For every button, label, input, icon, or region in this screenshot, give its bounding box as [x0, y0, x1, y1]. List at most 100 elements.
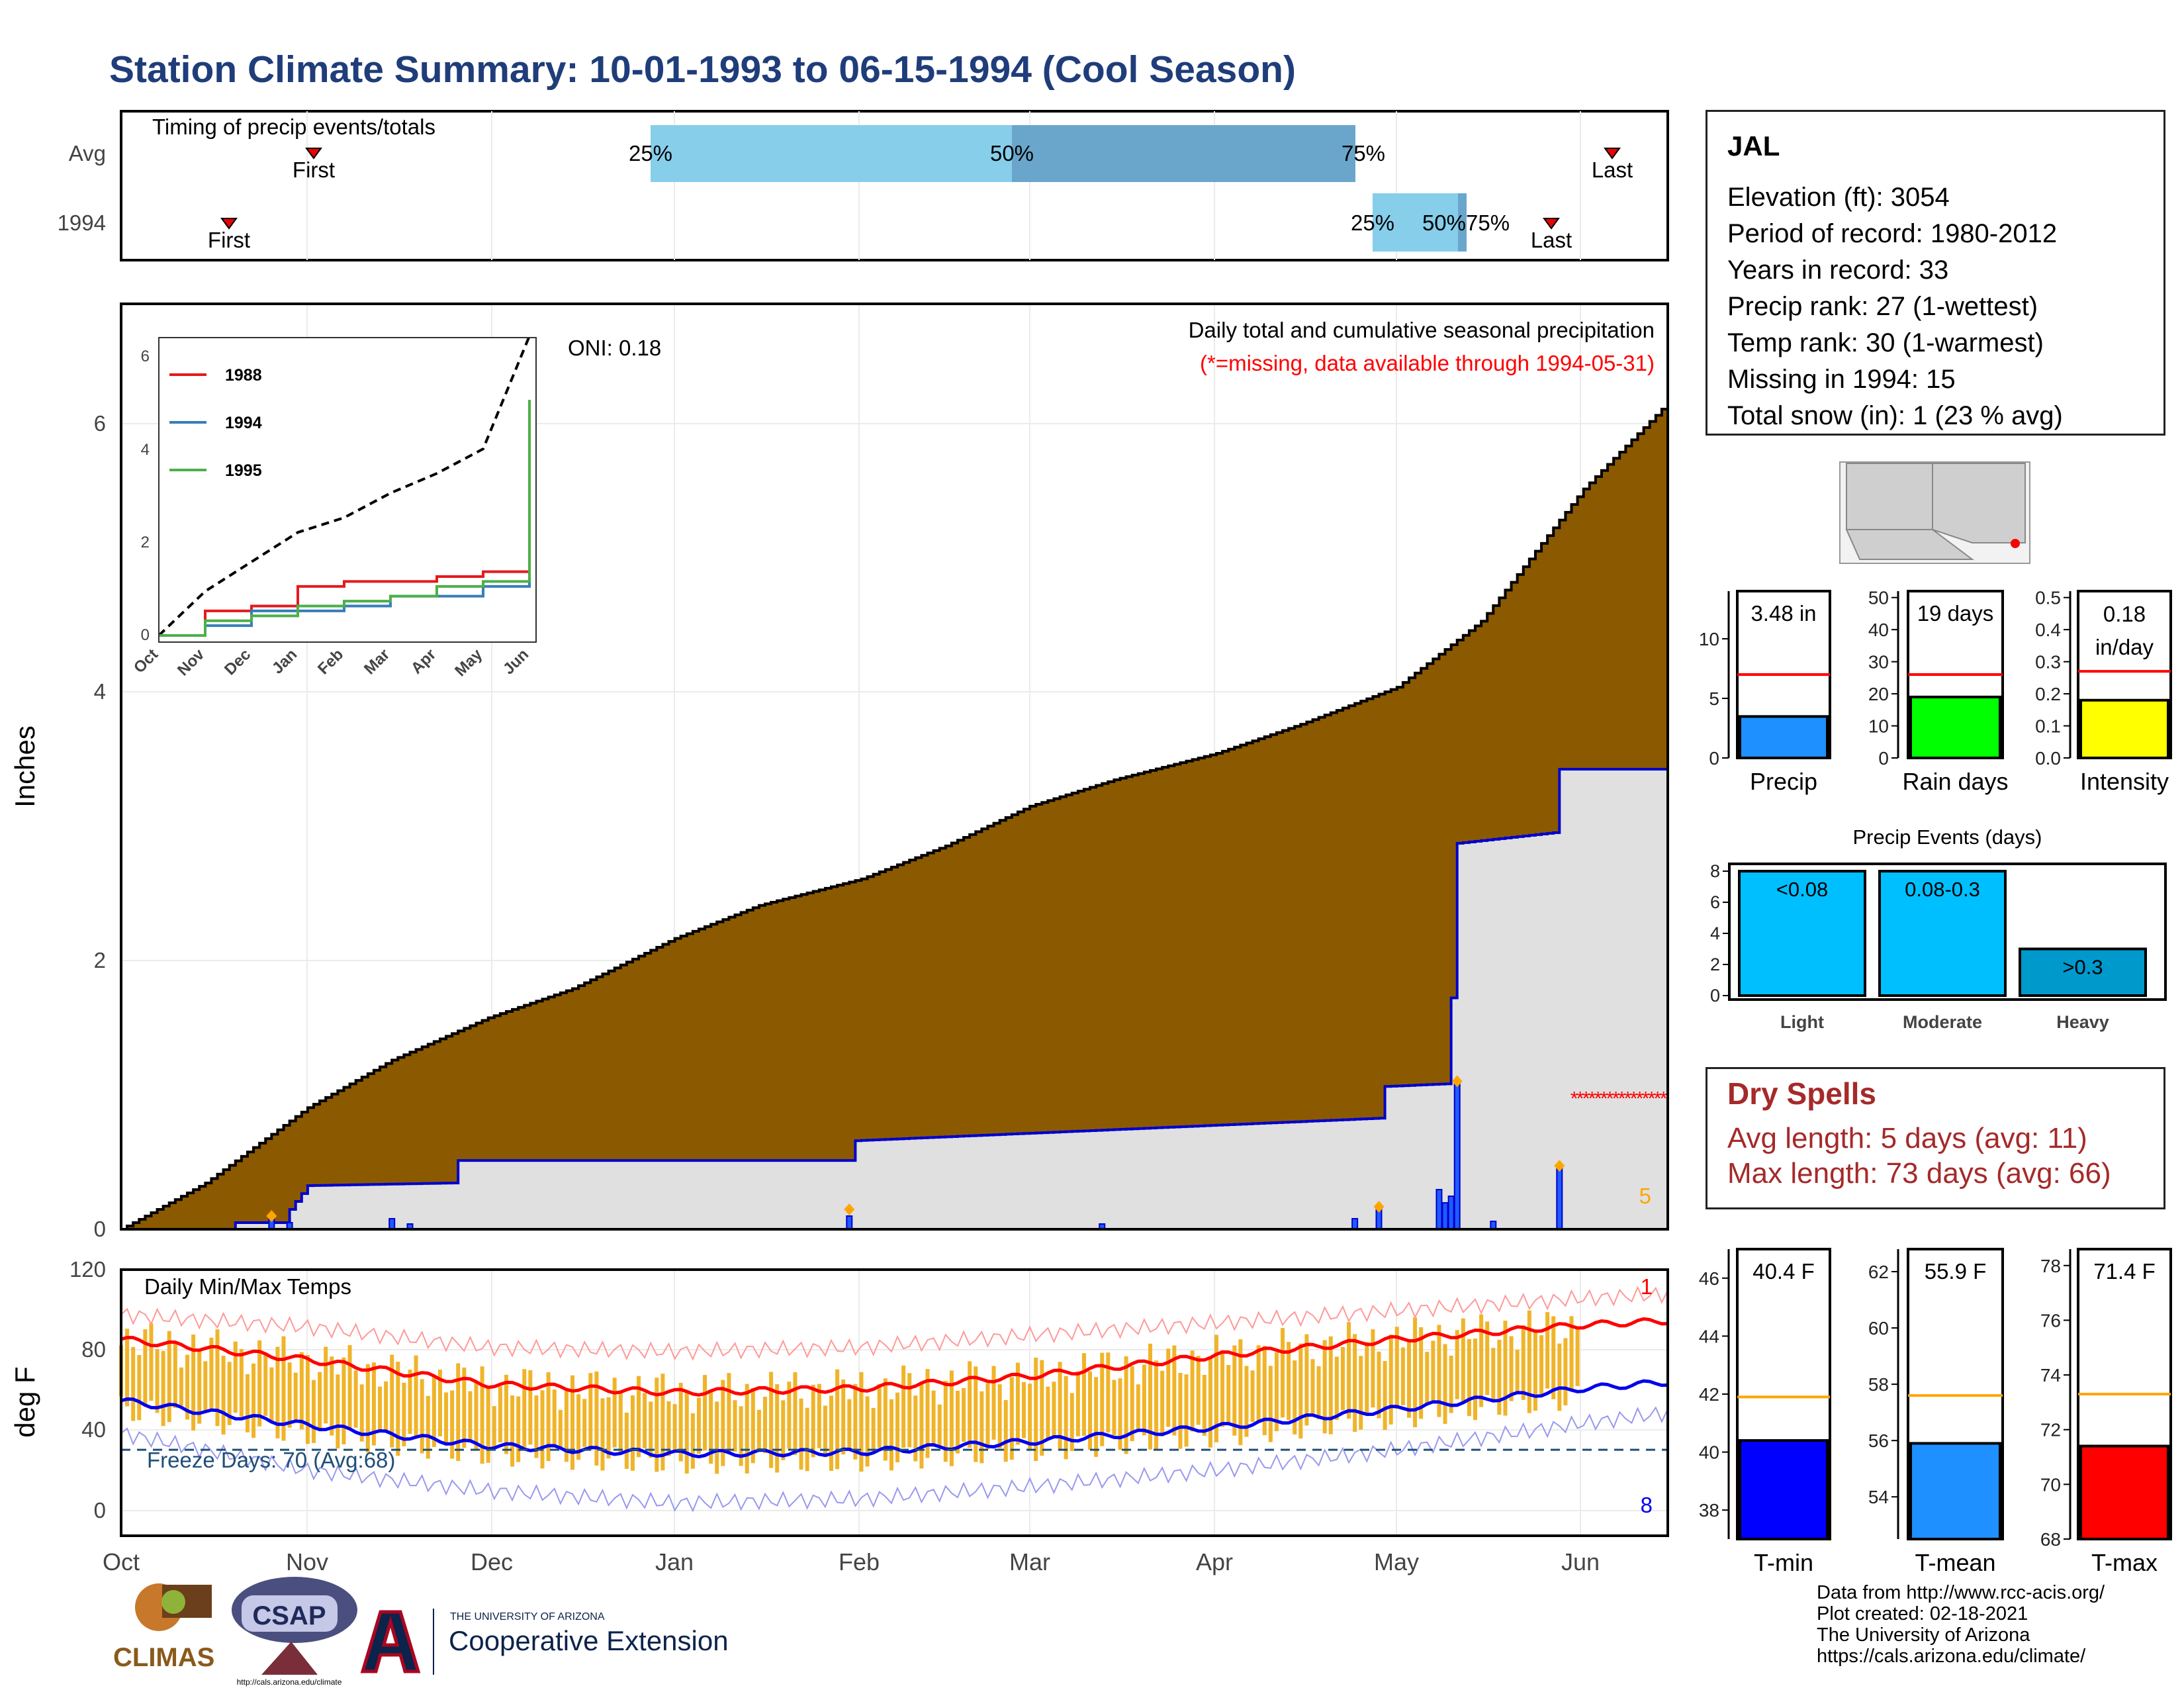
daily-precip-bar: [1441, 1202, 1449, 1230]
daily-temp-bar: [1172, 1345, 1177, 1436]
daily-temp-bar: [1479, 1314, 1484, 1407]
daily-temp-bar: [492, 1406, 496, 1448]
events-tick-label: 4: [1710, 923, 1720, 943]
daily-temp-bar: [709, 1389, 713, 1464]
month-tick: Dec: [471, 1548, 513, 1575]
timing-avg-q1-bar: [651, 125, 1012, 182]
daily-temp-bar: [1226, 1365, 1231, 1423]
daily-temp-bar: [655, 1378, 659, 1472]
event-marker: [1451, 1075, 1463, 1088]
daily-temp-bar: [919, 1383, 924, 1469]
dry-avg-length: Avg length: 5 days (avg: 11): [1727, 1122, 2087, 1154]
event-marker: [1554, 1160, 1565, 1172]
location-map: [1839, 461, 2030, 564]
daily-temp-bar: [643, 1393, 647, 1449]
daily-temp-bar: [835, 1369, 840, 1470]
timing-avg-50-label: 50%: [990, 141, 1034, 165]
daily-precip-bar: [1351, 1218, 1359, 1230]
daily-temp-bar: [552, 1389, 557, 1447]
month-tick: Jan: [655, 1548, 694, 1575]
daily-temp-bar: [955, 1390, 960, 1454]
daily-temp-bar: [281, 1336, 286, 1441]
mini-value-label: 71.4 F: [2093, 1259, 2156, 1284]
daily-temp-bar: [1449, 1355, 1453, 1413]
map-states: [1845, 463, 2026, 560]
daily-temp-bar: [311, 1380, 316, 1443]
precip-ytick: 2: [94, 948, 106, 972]
mini-value-label: 40.4 F: [1752, 1259, 1815, 1284]
daily-temp-bar: [1220, 1350, 1225, 1427]
events-bar: [2019, 947, 2147, 997]
daily-temp-bar: [1003, 1399, 1008, 1462]
daily-temp-bar: [534, 1395, 539, 1458]
timing-1994-50-75-label: 50%75%: [1422, 211, 1510, 235]
daily-temp-bar: [1094, 1377, 1099, 1457]
daily-temp-bar: [365, 1364, 370, 1453]
dry-spells-box: Dry Spells Avg length: 5 days (avg: 11) …: [1706, 1067, 2165, 1209]
daily-temp-bar: [546, 1372, 551, 1462]
daily-temp-bar: [1184, 1374, 1189, 1447]
temp-series-line: [120, 1406, 1668, 1513]
daily-temp-bar: [1413, 1317, 1418, 1428]
mini-tick-label: 38: [1699, 1500, 1719, 1521]
daily-precip-bar: [1453, 1080, 1461, 1230]
season-cumulative-area: [121, 769, 1668, 1229]
missing-marker: *: [1612, 1088, 1620, 1109]
daily-temp-bar: [1575, 1327, 1580, 1386]
daily-temp-bar: [889, 1399, 893, 1471]
daily-temp-bar: [1046, 1386, 1050, 1440]
daily-temp-bar: [1304, 1334, 1309, 1426]
daily-temp-bar: [1069, 1393, 1074, 1452]
daily-temp-bar: [269, 1367, 274, 1423]
daily-temp-bar: [570, 1375, 575, 1470]
daily-temp-bar: [913, 1395, 918, 1462]
daily-temp-bar: [1058, 1362, 1062, 1450]
precip-y-ticks: 0 2 4 6: [94, 411, 106, 1241]
mini-tick-label: 5: [1709, 688, 1719, 709]
daily-temp-bar: [1124, 1356, 1128, 1454]
mini-tick-label: 0.2: [2035, 684, 2061, 704]
daily-temp-bar: [1388, 1335, 1393, 1425]
temp-panel-border: [120, 1268, 1669, 1537]
daily-temp-bar: [1130, 1366, 1134, 1442]
timing-avg-25-label: 25%: [629, 141, 672, 165]
mini-tick-label: 10: [1868, 716, 1889, 737]
precip-y-axis-title: Inches: [9, 726, 40, 808]
daily-temp-bar: [540, 1390, 545, 1469]
mini-tick-label: 58: [1868, 1374, 1889, 1395]
inset-ytick: 4: [141, 441, 150, 459]
daily-temp-bar: [1088, 1371, 1093, 1450]
daily-temp-bar: [1551, 1316, 1556, 1399]
daily-temp-bar: [1437, 1325, 1441, 1417]
events-bar: [1878, 870, 2007, 998]
mini-tick-label: 44: [1699, 1326, 1719, 1346]
daily-temp-bar: [1040, 1360, 1044, 1456]
daily-temp-bar: [1202, 1374, 1206, 1436]
mini-bar: [1909, 1442, 2001, 1540]
timing-avg-first-label: First: [293, 158, 335, 182]
dry-spells-title: Dry Spells: [1727, 1076, 1876, 1111]
missing-marker: *: [1582, 1088, 1590, 1109]
mini-tick-label: 0.5: [2035, 588, 2061, 608]
daily-temp-bar: [649, 1401, 653, 1458]
daily-temp-bar: [1075, 1371, 1080, 1436]
timing-avg-last-marker: [1604, 148, 1621, 160]
mini-tick-label: 74: [2040, 1365, 2061, 1385]
temp-series-line: [120, 1379, 1668, 1459]
daily-temp-bar: [1064, 1376, 1068, 1460]
missing-marker: *: [1654, 1088, 1662, 1109]
daily-temp-bar: [588, 1373, 593, 1451]
mini-value-label: 0.18: [2103, 602, 2146, 626]
daily-temp-bar: [1491, 1348, 1496, 1401]
daily-temp-bar: [1232, 1345, 1237, 1436]
daily-temp-bar: [324, 1346, 328, 1424]
daily-temp-bar: [762, 1397, 767, 1454]
mini-bar: [1909, 695, 2001, 760]
daily-temp-bar: [359, 1384, 364, 1442]
daily-temp-bar: [974, 1366, 978, 1462]
event-marker: [1373, 1201, 1385, 1213]
daily-temp-bar: [1353, 1334, 1357, 1432]
timing-1994-q2-bar: [1458, 193, 1467, 252]
mini-bar: [1739, 1439, 1829, 1541]
